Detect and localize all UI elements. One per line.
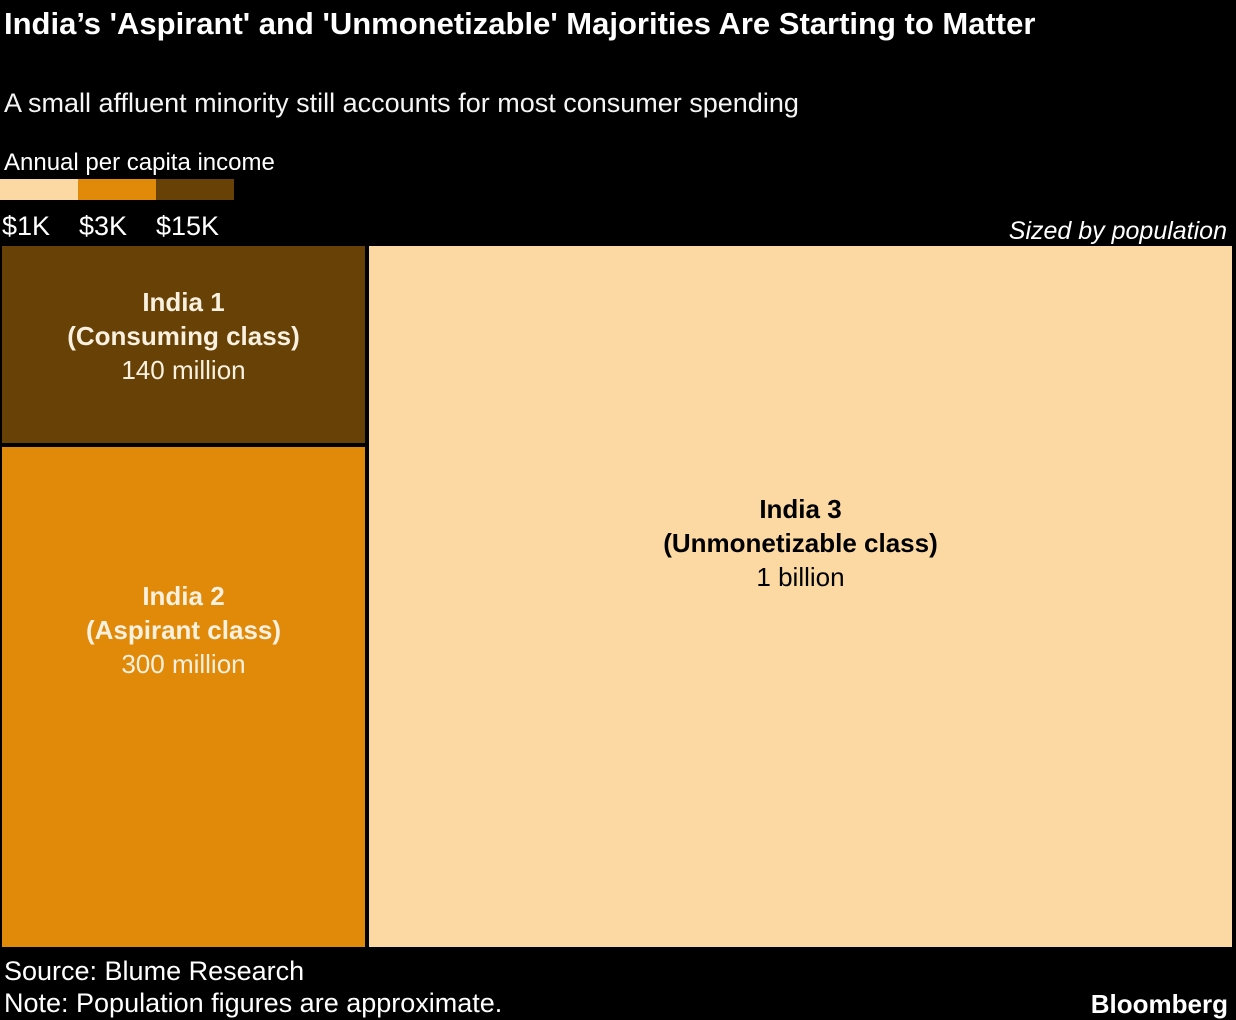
legend-label-1k: $1K: [2, 211, 51, 241]
segment-class: (Aspirant class): [85, 614, 282, 645]
sized-by-annotation: Sized by population: [1008, 217, 1227, 245]
segment-population: 140 million: [121, 354, 246, 385]
segment-population: 300 million: [121, 648, 246, 679]
segment-population: 1 billion: [756, 561, 845, 592]
segment-class: (Consuming class): [67, 320, 300, 351]
legend-label-3k: $3K: [79, 211, 128, 241]
cell-label-india-2: India 2 (Aspirant class) 300 million: [2, 579, 365, 681]
segment-name: India 3: [759, 493, 842, 524]
treemap-cell-india-2: India 2 (Aspirant class) 300 million: [2, 447, 365, 947]
legend-swatch-1k: [0, 179, 78, 200]
legend-labels: $1K $3K $15K: [2, 211, 233, 242]
chart-title: India’s 'Aspirant' and 'Unmonetizable' M…: [4, 6, 1036, 41]
source-text: Source: Blume Research: [4, 956, 305, 986]
note-text: Note: Population figures are approximate…: [4, 988, 503, 1018]
bloomberg-logo: Bloomberg: [1090, 989, 1228, 1019]
legend-swatches: [0, 179, 234, 200]
segment-name: India 1: [142, 286, 225, 317]
segment-class: (Unmonetizable class): [663, 527, 938, 558]
treemap-cell-india-1: India 1 (Consuming class) 140 million: [2, 246, 365, 443]
treemap-cell-india-3: India 3 (Unmonetizable class) 1 billion: [369, 246, 1232, 947]
legend-label-15k: $15K: [156, 211, 220, 241]
legend-swatch-15k: [156, 179, 234, 200]
segment-name: India 2: [142, 580, 225, 611]
legend-title: Annual per capita income: [4, 149, 275, 176]
chart-subtitle: A small affluent minority still accounts…: [4, 88, 799, 118]
treemap: India 1 (Consuming class) 140 million In…: [0, 246, 1236, 947]
cell-label-india-3: India 3 (Unmonetizable class) 1 billion: [369, 492, 1232, 594]
legend-swatch-3k: [78, 179, 156, 200]
cell-label-india-1: India 1 (Consuming class) 140 million: [2, 285, 365, 387]
